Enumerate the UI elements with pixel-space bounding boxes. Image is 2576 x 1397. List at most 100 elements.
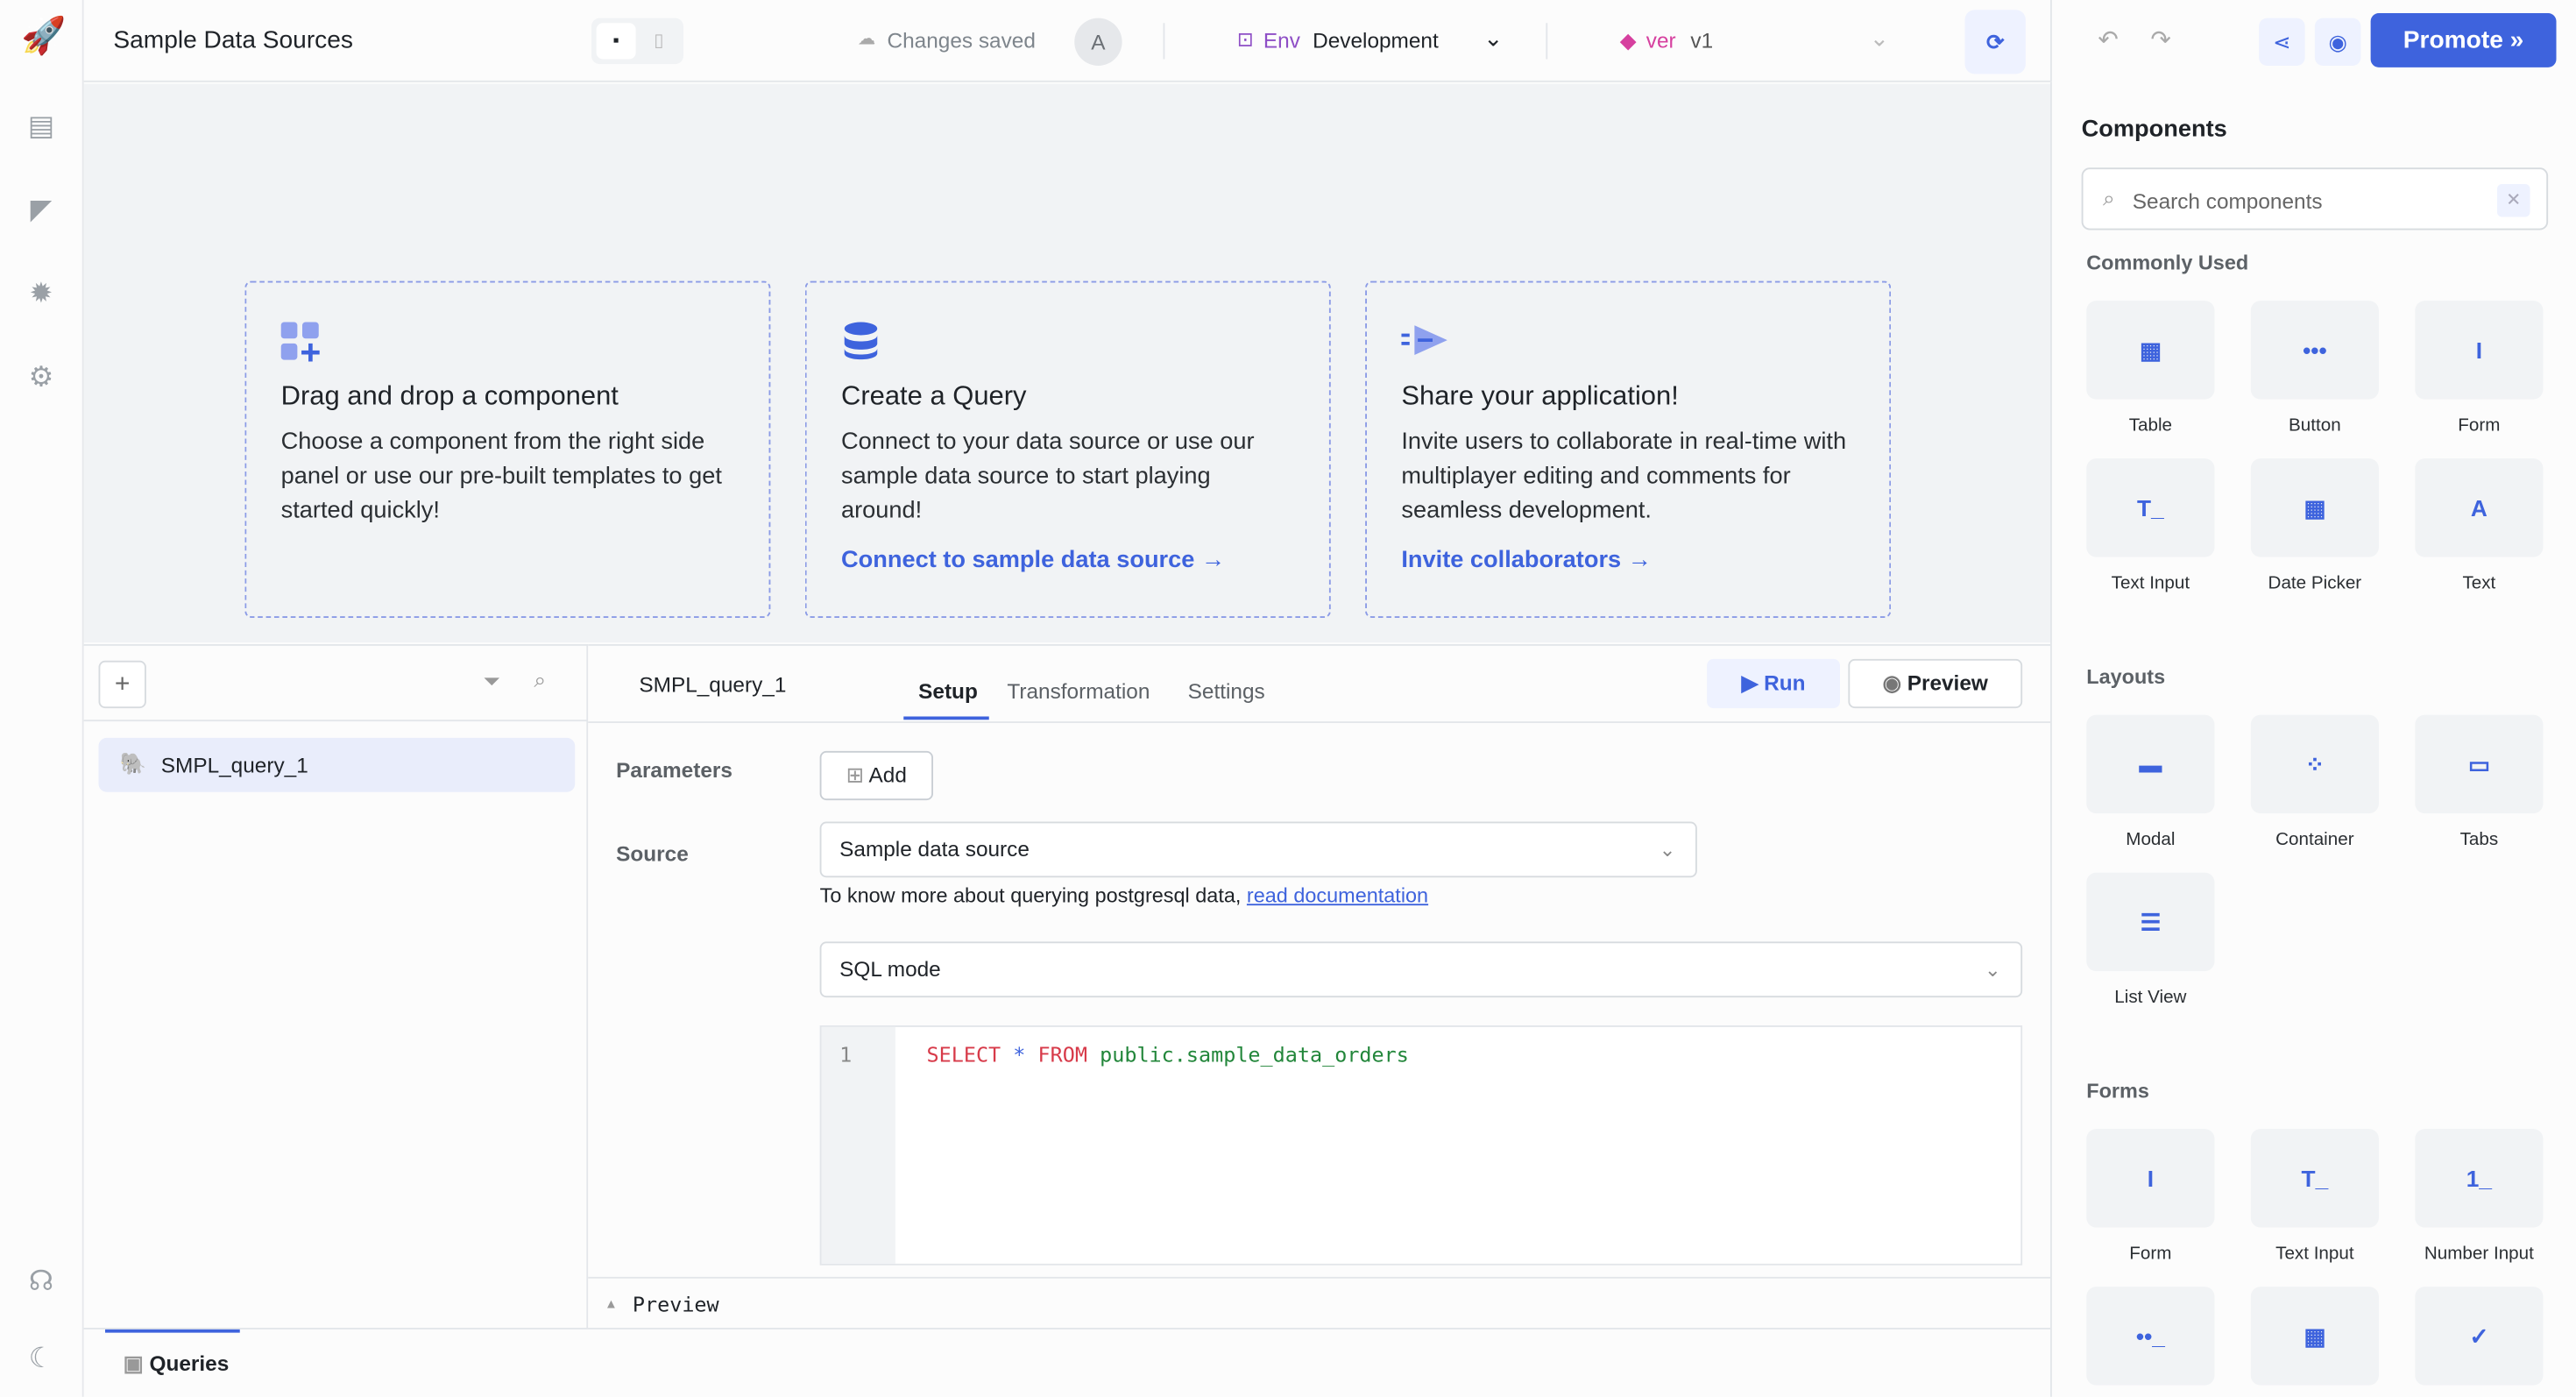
component-tile-list-view[interactable]: ☰ List View xyxy=(2086,872,2215,1008)
component-tile-date-picker[interactable]: ▦ Date Picker xyxy=(2250,458,2379,593)
theme-icon[interactable]: ☾ xyxy=(28,1342,54,1374)
share-button[interactable]: ⋖ xyxy=(2259,18,2305,66)
query-name[interactable]: SMPL_query_1 xyxy=(639,671,787,697)
read-documentation-link[interactable]: read documentation xyxy=(1246,883,1429,907)
version-selector[interactable]: ◆ ver v1 ⌄ xyxy=(1620,17,1900,66)
tab-settings[interactable]: Settings xyxy=(1187,678,1265,704)
env-label: Env xyxy=(1263,27,1300,53)
pages-icon[interactable]: ▤ xyxy=(27,110,54,142)
settings-icon[interactable]: ⚙ xyxy=(28,361,54,394)
avatar[interactable]: A xyxy=(1074,18,1122,66)
card-body: Choose a component from the right side p… xyxy=(280,429,722,525)
component-tile-tabs[interactable]: ▭ Tabs xyxy=(2415,714,2544,850)
mode-value: SQL mode xyxy=(839,956,941,982)
tile-label: Tabs xyxy=(2459,829,2499,850)
calendar-icon: ▦ xyxy=(2250,1287,2379,1386)
env-value: Development xyxy=(1313,27,1439,53)
filter-icon[interactable]: ⏷ xyxy=(483,669,500,694)
table-icon: ▦ xyxy=(2086,301,2215,400)
search-icon[interactable]: ⌕ xyxy=(534,667,547,692)
arrow-right-icon: → xyxy=(1627,547,1652,574)
comments-icon[interactable]: ◤ xyxy=(30,194,53,225)
cloud-check-icon: ☁ xyxy=(857,29,876,50)
tab-setup[interactable]: Setup xyxy=(918,678,978,704)
rocket-logo-icon[interactable]: 🚀 xyxy=(21,14,67,56)
send-icon xyxy=(1401,319,1447,365)
invite-collaborators-link[interactable]: Invite collaborators → xyxy=(1401,547,1855,573)
query-editor: SMPL_query_1 Setup Transformation Settin… xyxy=(588,644,2050,1328)
source-select[interactable]: Sample data source ⌄ xyxy=(819,821,1697,878)
component-tile-text[interactable]: A Text xyxy=(2415,458,2544,593)
caret-up-icon[interactable]: ▲ xyxy=(605,1296,618,1312)
help-icon[interactable]: ☊ xyxy=(28,1265,54,1297)
component-tile-datepicker[interactable]: ▦ xyxy=(2250,1287,2379,1386)
help-text-label: To know more about querying postgresql d… xyxy=(819,883,1242,907)
queries-tab-label: Queries xyxy=(149,1351,230,1376)
version-icon: ◆ xyxy=(1619,27,1637,53)
components-panel: Components ⌕ Search components ✕ Commonl… xyxy=(2050,82,2576,1397)
mode-select[interactable]: SQL mode ⌄ xyxy=(819,941,2023,998)
form-icon: I xyxy=(2086,1129,2215,1228)
component-tile-modal[interactable]: ▬ Modal xyxy=(2086,714,2215,850)
run-button[interactable]: ▶ Run xyxy=(1707,658,1840,709)
mobile-icon[interactable]: ▯ xyxy=(654,31,664,52)
tab-transformation[interactable]: Transformation xyxy=(1007,678,1150,704)
plus-square-icon: ⊞ xyxy=(846,762,865,788)
version-label: ver xyxy=(1645,27,1676,53)
card-title: Create a Query xyxy=(841,381,1027,411)
preview-app-button[interactable]: ◉ xyxy=(2314,18,2361,66)
section-forms: Forms xyxy=(2086,1079,2149,1103)
undo-icon[interactable]: ↶ xyxy=(2098,26,2119,54)
add-parameter-button[interactable]: ⊞ Add xyxy=(819,750,933,801)
promote-button[interactable]: Promote » xyxy=(2370,13,2557,67)
environment-selector[interactable]: ⊡ Env Development ⌄ xyxy=(1237,17,1513,66)
clear-icon[interactable]: ✕ xyxy=(2497,184,2530,217)
add-query-button[interactable]: + xyxy=(98,660,146,709)
tile-label: Form xyxy=(2129,1244,2172,1264)
tile-label: Modal xyxy=(2126,829,2176,850)
preview-button[interactable]: ◉ Preview xyxy=(1848,658,2023,709)
version-value: v1 xyxy=(1690,27,1714,53)
app-title[interactable]: Sample Data Sources xyxy=(113,26,353,54)
component-tile-text-input[interactable]: T_ Text Input xyxy=(2086,458,2215,593)
card-title: Share your application! xyxy=(1401,381,1679,411)
redo-icon[interactable]: ↷ xyxy=(2150,26,2171,54)
number-input-icon: 1_ xyxy=(2415,1129,2544,1228)
top-bar: Sample Data Sources ▪ ▯ ☁ Changes saved … xyxy=(83,0,2050,82)
queries-icon: ▣ xyxy=(123,1351,144,1376)
sql-operator: * xyxy=(1013,1041,1026,1067)
text-input-icon: T_ xyxy=(2250,1129,2379,1228)
save-status: Changes saved xyxy=(887,27,1036,53)
tile-label: List View xyxy=(2114,987,2187,1008)
component-tile-form[interactable]: I Form xyxy=(2415,301,2544,436)
text-icon: A xyxy=(2415,458,2544,557)
component-tile-checkbox[interactable]: ✓ xyxy=(2415,1287,2544,1386)
component-tile-text-input[interactable]: T_ Text Input xyxy=(2250,1129,2379,1264)
divider xyxy=(1546,23,1548,60)
canvas[interactable]: Drag and drop a component Choose a compo… xyxy=(83,83,2050,643)
sql-code-editor[interactable]: 1 SELECT * FROM public.sample_data_order… xyxy=(819,1025,2023,1266)
component-tile-container[interactable]: ⁘ Container xyxy=(2250,714,2379,849)
tile-label: Number Input xyxy=(2424,1244,2534,1264)
connect-sample-link[interactable]: Connect to sample data source → xyxy=(841,547,1295,573)
queries-tab[interactable]: ▣ Queries xyxy=(124,1351,230,1377)
component-tile-form[interactable]: I Form xyxy=(2086,1129,2215,1264)
chevron-down-icon: ⌄ xyxy=(1869,25,1889,52)
component-tile-password[interactable]: ••_ xyxy=(2086,1287,2215,1386)
search-components-input[interactable]: ⌕ Search components ✕ xyxy=(2081,167,2549,230)
component-tile-button[interactable]: ••• Button xyxy=(2250,301,2379,436)
add-component-icon xyxy=(280,319,328,365)
component-tile-table[interactable]: ▦ Table xyxy=(2086,301,2215,436)
divider xyxy=(1163,23,1165,60)
debugger-icon[interactable]: ✹ xyxy=(29,277,53,309)
refresh-button[interactable]: ⟳ xyxy=(1964,10,2026,74)
run-label: Run xyxy=(1764,670,1806,696)
sql-keyword: SELECT xyxy=(926,1041,1001,1067)
divider xyxy=(588,1276,2050,1279)
component-tile-number-input[interactable]: 1_ Number Input xyxy=(2415,1129,2544,1264)
desktop-icon[interactable]: ▪ xyxy=(596,23,636,60)
code-line: SELECT * FROM public.sample_data_orders xyxy=(927,1042,1409,1067)
query-list-item[interactable]: 🐘 SMPL_query_1 xyxy=(98,737,576,792)
preview-section-toggle[interactable]: Preview xyxy=(632,1291,719,1316)
